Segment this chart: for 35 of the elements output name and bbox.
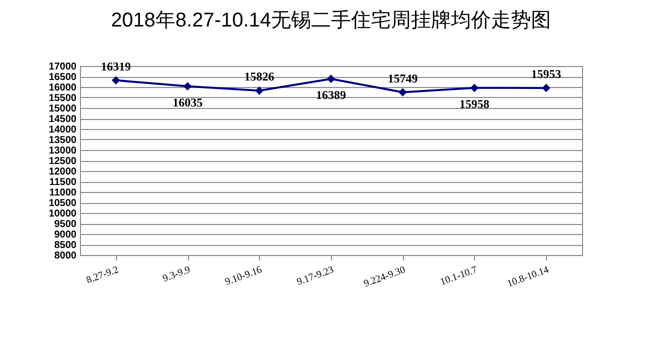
y-tick-label: 15000 [48,104,77,114]
y-tick-label: 11500 [49,177,77,188]
y-tick-label: 8500 [54,240,77,251]
y-tick-label: 14000 [48,124,77,136]
data-label: 15958 [459,96,490,111]
data-label: 16389 [316,88,346,102]
y-tick-label: 14500 [48,114,77,125]
point [470,84,479,92]
point [255,86,264,95]
chart-title: 2018年8.27-10.14无锡二手住宅周挂牌均价走势图 [110,8,552,32]
y-tick-label: 13500 [48,135,77,146]
data-label: 16035 [172,95,203,110]
y-tick-label: 10000 [48,208,77,220]
y-tick-label: 16500 [48,72,77,83]
data-label: 15953 [531,66,562,81]
point [183,82,192,90]
x-tick-label: 8.27-9.2 [85,264,120,286]
data-label: 16319 [100,59,131,74]
y-tick-label: 9500 [54,219,77,230]
y-tick-label: 9000 [54,230,77,240]
point [112,76,120,84]
y-tick-label: 12500 [48,156,77,167]
y-tick-label: 13000 [48,146,77,156]
y-tick-label: 17000 [48,62,77,72]
data-label: 15749 [388,71,418,86]
y-tick-label: 15500 [48,93,77,104]
point [398,88,407,96]
y-tick-label: 11000 [49,188,77,198]
x-tick-label: 9.3-9.9 [161,264,192,285]
point [326,74,336,84]
data-label: 15826 [244,70,274,84]
y-tick-label: 10500 [48,198,77,209]
y-tick-label: 16000 [48,82,77,94]
y-tick-label: 12000 [48,166,77,178]
y-tick-label: 8000 [54,250,77,262]
